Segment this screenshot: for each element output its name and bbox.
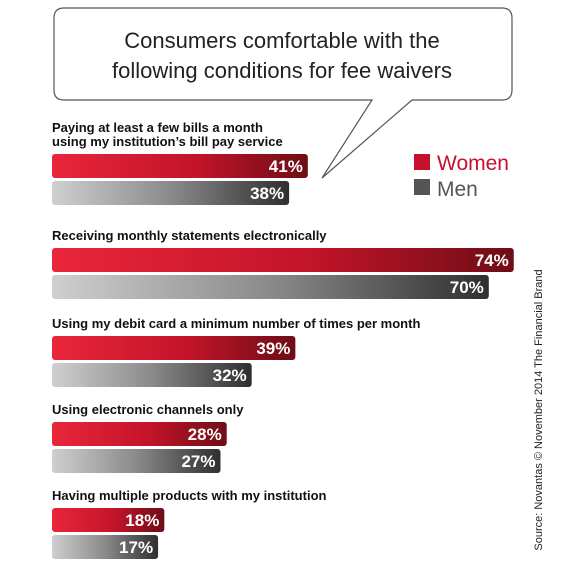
bar-men-5 (52, 535, 159, 559)
value-label-men-1: 38% (250, 184, 284, 203)
category-label-4: Using electronic channels only (52, 402, 244, 417)
bar-men-3 (52, 363, 252, 387)
value-label-men-4: 27% (181, 452, 215, 471)
source-credit: Source: Novantas © November 2014 The Fin… (533, 269, 545, 550)
chart-title-line-1: Consumers comfortable with the (124, 28, 439, 53)
legend: Women Men (414, 152, 509, 201)
value-label-women-5: 18% (125, 511, 159, 530)
value-label-men-2: 70% (450, 278, 484, 297)
category-label-5: Having multiple products with my institu… (52, 488, 327, 503)
value-label-women-3: 39% (256, 339, 290, 358)
bar-men-2 (52, 275, 489, 299)
chart-title-line-2: following conditions for fee waivers (112, 58, 452, 83)
category-label-2: Receiving monthly statements electronica… (52, 228, 327, 243)
value-label-women-1: 41% (269, 157, 303, 176)
legend-label-men: Men (437, 178, 478, 201)
bar-women-4 (52, 422, 227, 446)
bar-women-1 (52, 154, 308, 178)
bar-groups: Paying at least a few bills a monthusing… (52, 120, 514, 559)
value-label-women-2: 74% (475, 251, 509, 270)
title-bubble: Consumers comfortable with the following… (53, 7, 513, 179)
value-label-women-4: 28% (188, 425, 222, 444)
legend-swatch-women (414, 154, 430, 170)
bar-men-1 (52, 181, 290, 205)
value-label-men-5: 17% (119, 538, 153, 557)
bar-women-2 (52, 248, 514, 272)
legend-label-women: Women (437, 152, 509, 175)
category-label-3: Using my debit card a minimum number of … (52, 316, 420, 331)
bar-women-5 (52, 508, 165, 532)
bar-women-3 (52, 336, 296, 360)
value-label-men-3: 32% (213, 366, 247, 385)
legend-swatch-men (414, 179, 430, 195)
category-label-1-line-2: using my institution’s bill pay service (52, 134, 283, 149)
category-label-1-line-1: Paying at least a few bills a month (52, 120, 263, 135)
speech-bubble-shape (53, 7, 513, 179)
bar-men-4 (52, 449, 221, 473)
